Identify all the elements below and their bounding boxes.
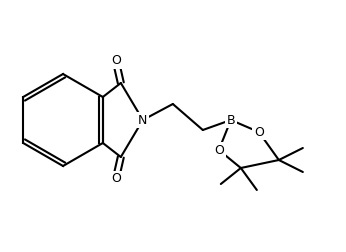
Text: O: O: [214, 143, 224, 156]
Text: O: O: [111, 54, 121, 68]
Text: O: O: [111, 173, 121, 185]
Text: N: N: [138, 113, 147, 127]
Text: B: B: [227, 113, 235, 127]
Text: O: O: [254, 125, 264, 139]
